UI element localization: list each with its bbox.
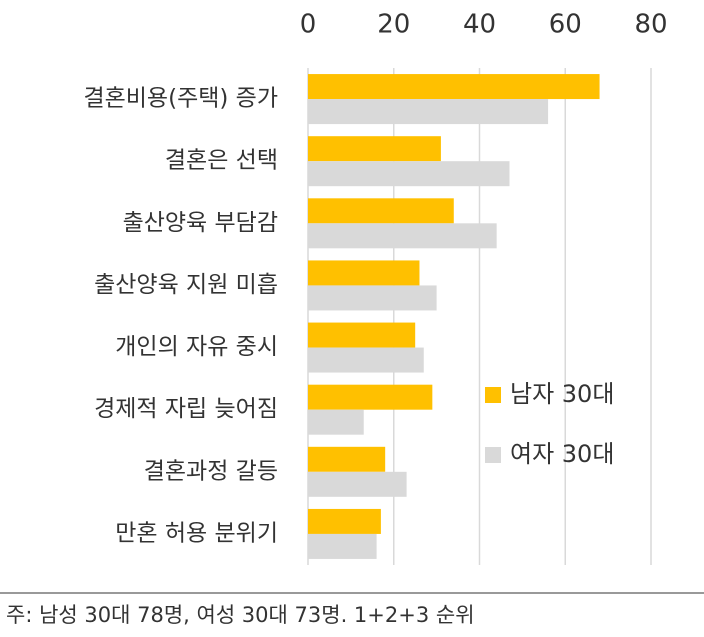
- bar: [308, 74, 600, 100]
- footnote: 주: 남성 30대 78명, 여성 30대 73명. 1+2+3 순위: [6, 603, 475, 627]
- y-tick-label: 결혼과정 갈등: [144, 458, 278, 484]
- y-tick-label: 만혼 허용 분위기: [115, 520, 278, 546]
- x-tick-label: 40: [463, 10, 496, 40]
- bar: [308, 99, 549, 125]
- y-tick-label: 결혼비용(주택) 증가: [83, 86, 278, 112]
- bar: [308, 347, 424, 373]
- y-tick-label: 출산양육 부담감: [123, 210, 278, 236]
- bar: [308, 384, 433, 410]
- bar: [308, 471, 407, 497]
- bar: [308, 446, 386, 472]
- bar: [308, 508, 381, 534]
- bar: [308, 161, 510, 187]
- bar: [308, 533, 377, 559]
- legend-swatch: [485, 387, 501, 403]
- y-tick-label: 개인의 자유 중시: [115, 334, 278, 360]
- bar: [308, 198, 454, 224]
- y-tick-label: 결혼은 선택: [165, 148, 278, 174]
- legend-swatch: [485, 447, 501, 463]
- x-tick-label: 20: [377, 10, 410, 40]
- x-tick-label: 0: [300, 10, 317, 40]
- x-tick-label: 60: [549, 10, 582, 40]
- bar: [308, 260, 420, 286]
- bar: [308, 285, 437, 311]
- x-tick-label: 80: [634, 10, 667, 40]
- bar: [308, 223, 497, 249]
- y-tick-label: 경제적 자립 늦어짐: [94, 396, 278, 422]
- legend-label: 여자 30대: [510, 440, 614, 468]
- bar: [308, 322, 416, 348]
- y-tick-label: 출산양육 지원 미흡: [94, 272, 278, 298]
- bar: [308, 409, 364, 435]
- bar: [308, 136, 441, 162]
- legend-label: 남자 30대: [510, 380, 614, 408]
